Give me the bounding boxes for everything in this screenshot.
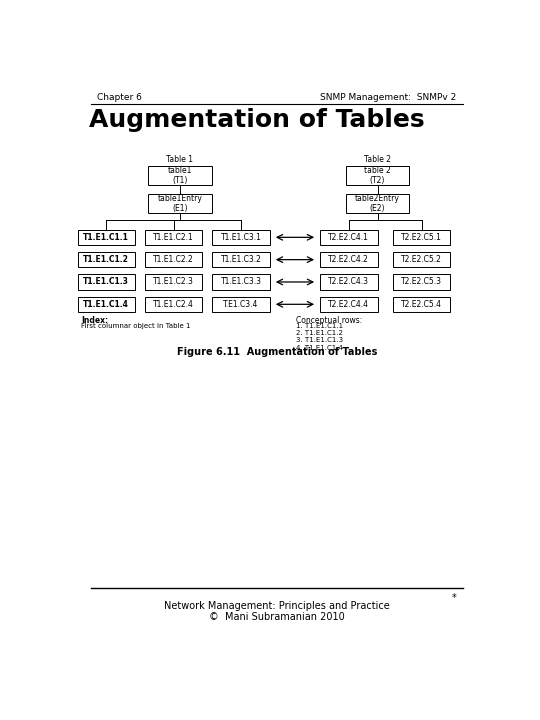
FancyBboxPatch shape (145, 297, 202, 312)
FancyBboxPatch shape (145, 230, 202, 245)
FancyBboxPatch shape (78, 252, 135, 267)
Text: Network Management: Principles and Practice: Network Management: Principles and Pract… (164, 600, 390, 611)
FancyBboxPatch shape (78, 274, 135, 289)
Text: T1.E1.C3.1: T1.E1.C3.1 (221, 233, 261, 242)
Text: 3. T1.E1.C1.3: 3. T1.E1.C1.3 (296, 338, 343, 343)
FancyBboxPatch shape (320, 230, 377, 245)
FancyBboxPatch shape (320, 297, 377, 312)
FancyBboxPatch shape (393, 252, 450, 267)
Text: Conceptual rows:: Conceptual rows: (296, 316, 362, 325)
Text: table2Entry
(E2): table2Entry (E2) (355, 194, 400, 213)
Text: Augmentation of Tables: Augmentation of Tables (89, 108, 425, 132)
FancyBboxPatch shape (393, 230, 450, 245)
Text: Table 2: Table 2 (364, 155, 391, 164)
FancyBboxPatch shape (212, 274, 270, 289)
Text: SNMP Management:  SNMPv 2: SNMP Management: SNMPv 2 (320, 93, 456, 102)
FancyBboxPatch shape (320, 274, 377, 289)
Text: table1
(T1): table1 (T1) (168, 166, 192, 186)
Text: T2.E2.C4.2: T2.E2.C4.2 (328, 255, 369, 264)
Text: T1.E1.C1.2: T1.E1.C1.2 (83, 255, 129, 264)
FancyBboxPatch shape (212, 297, 270, 312)
Text: T1.E1.C3.2: T1.E1.C3.2 (221, 255, 261, 264)
Text: T2.E2.C5.3: T2.E2.C5.3 (401, 277, 442, 287)
Text: First columnar object in Table 1: First columnar object in Table 1 (82, 323, 191, 329)
Text: 4. T1.E1.C1.4: 4. T1.E1.C1.4 (296, 345, 343, 351)
Text: T2.E2.C5.4: T2.E2.C5.4 (401, 300, 442, 309)
FancyBboxPatch shape (145, 274, 202, 289)
FancyBboxPatch shape (148, 194, 212, 212)
Text: 2. T1.E1.C1.2: 2. T1.E1.C1.2 (296, 330, 343, 336)
Text: T1.E1.C2.3: T1.E1.C2.3 (153, 277, 194, 287)
Text: T.E1.C3.4: T.E1.C3.4 (224, 300, 259, 309)
FancyBboxPatch shape (346, 194, 409, 212)
FancyBboxPatch shape (393, 297, 450, 312)
Text: T2.E2.C4.1: T2.E2.C4.1 (328, 233, 369, 242)
FancyBboxPatch shape (346, 166, 409, 185)
Text: T2.E2.C4.3: T2.E2.C4.3 (328, 277, 369, 287)
Text: Figure 6.11  Augmentation of Tables: Figure 6.11 Augmentation of Tables (177, 347, 377, 357)
Text: *: * (452, 593, 456, 603)
Text: Table 1: Table 1 (166, 155, 193, 164)
FancyBboxPatch shape (212, 230, 270, 245)
Text: T1.E1.C2.4: T1.E1.C2.4 (153, 300, 194, 309)
Text: table 2
(T2): table 2 (T2) (364, 166, 391, 186)
Text: T1.E1.C2.2: T1.E1.C2.2 (153, 255, 194, 264)
FancyBboxPatch shape (212, 252, 270, 267)
Text: T2.E2.C5.2: T2.E2.C5.2 (401, 255, 442, 264)
Text: T2.E2.C4.4: T2.E2.C4.4 (328, 300, 369, 309)
FancyBboxPatch shape (78, 230, 135, 245)
Text: T1.E1.C2.1: T1.E1.C2.1 (153, 233, 194, 242)
Text: ©  Mani Subramanian 2010: © Mani Subramanian 2010 (209, 611, 345, 621)
Text: 1. T1.E1.C1.1: 1. T1.E1.C1.1 (296, 323, 343, 329)
Text: T2.E2.C5.1: T2.E2.C5.1 (401, 233, 442, 242)
FancyBboxPatch shape (393, 274, 450, 289)
FancyBboxPatch shape (320, 252, 377, 267)
Text: T1.E1.C1.4: T1.E1.C1.4 (83, 300, 129, 309)
Text: T1.E1.C3.3: T1.E1.C3.3 (221, 277, 261, 287)
Text: T1.E1.C1.1: T1.E1.C1.1 (83, 233, 129, 242)
FancyBboxPatch shape (145, 252, 202, 267)
Text: Index:: Index: (82, 316, 109, 325)
Text: Chapter 6: Chapter 6 (97, 93, 142, 102)
Text: table1Entry
(E1): table1Entry (E1) (158, 194, 202, 213)
FancyBboxPatch shape (78, 297, 135, 312)
FancyBboxPatch shape (148, 166, 212, 185)
Text: T1.E1.C1.3: T1.E1.C1.3 (83, 277, 129, 287)
